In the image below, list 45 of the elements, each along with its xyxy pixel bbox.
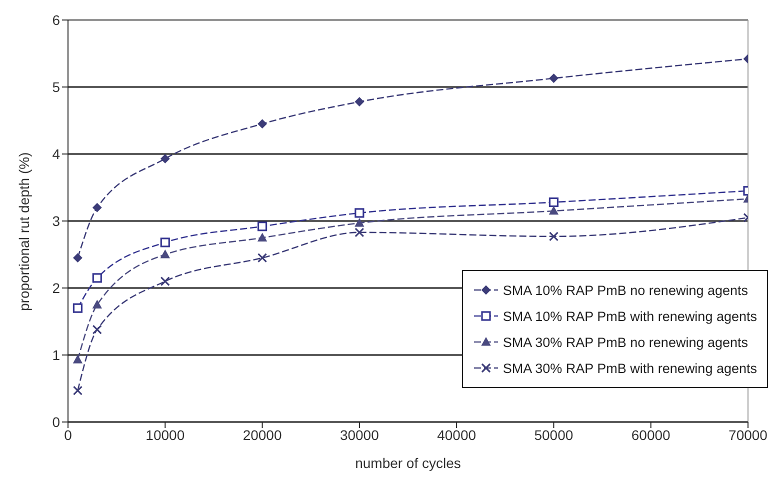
point — [257, 253, 268, 263]
x-tick-label: 50000 — [534, 426, 574, 443]
y-axis-title: proportional rut depth (%) — [16, 152, 32, 311]
point — [73, 253, 82, 262]
point — [160, 276, 170, 286]
x-tick-label: 70000 — [728, 426, 768, 443]
point — [258, 233, 267, 242]
y-tick-label: 3 — [52, 212, 60, 229]
y-tick-label: 4 — [52, 146, 60, 162]
point — [354, 228, 364, 238]
point — [549, 74, 558, 83]
point — [73, 355, 82, 364]
x-axis-title: number of cycles — [355, 455, 461, 471]
point — [548, 197, 559, 208]
point — [160, 154, 170, 164]
point — [92, 324, 102, 334]
point — [354, 218, 364, 227]
point — [354, 97, 364, 106]
x-tick-label: 40000 — [437, 426, 476, 443]
point — [72, 386, 83, 396]
point — [160, 250, 170, 258]
y-tick-label: 6 — [52, 12, 60, 28]
y-tick-label: 5 — [52, 78, 60, 95]
point — [92, 300, 102, 308]
point — [92, 203, 102, 212]
point — [160, 238, 170, 248]
legend-label: SMA 30% RAP PmB no renewing agents — [502, 334, 748, 350]
point — [354, 208, 364, 218]
x-tick-label: 60000 — [631, 426, 671, 443]
x-tick-label: 20000 — [242, 426, 282, 443]
x-tick-label: 10000 — [146, 426, 185, 443]
legend-label: SMA 10% RAP PmB with renewing agents — [502, 308, 757, 324]
y-tick-label: 0 — [52, 414, 60, 430]
y-tick-label: 1 — [52, 346, 60, 363]
legend-label: SMA 30% RAP PmB with renewing agents — [502, 360, 757, 376]
point — [72, 303, 83, 313]
point — [548, 232, 559, 242]
x-tick-label: 0 — [64, 426, 72, 443]
point — [549, 206, 558, 215]
x-tick-label: 30000 — [340, 426, 380, 443]
point — [257, 222, 268, 232]
legend-label: SMA 10% RAP PmB no renewing agents — [502, 282, 748, 298]
y-tick-label: 2 — [52, 280, 60, 296]
point — [92, 273, 102, 283]
point — [258, 119, 267, 128]
